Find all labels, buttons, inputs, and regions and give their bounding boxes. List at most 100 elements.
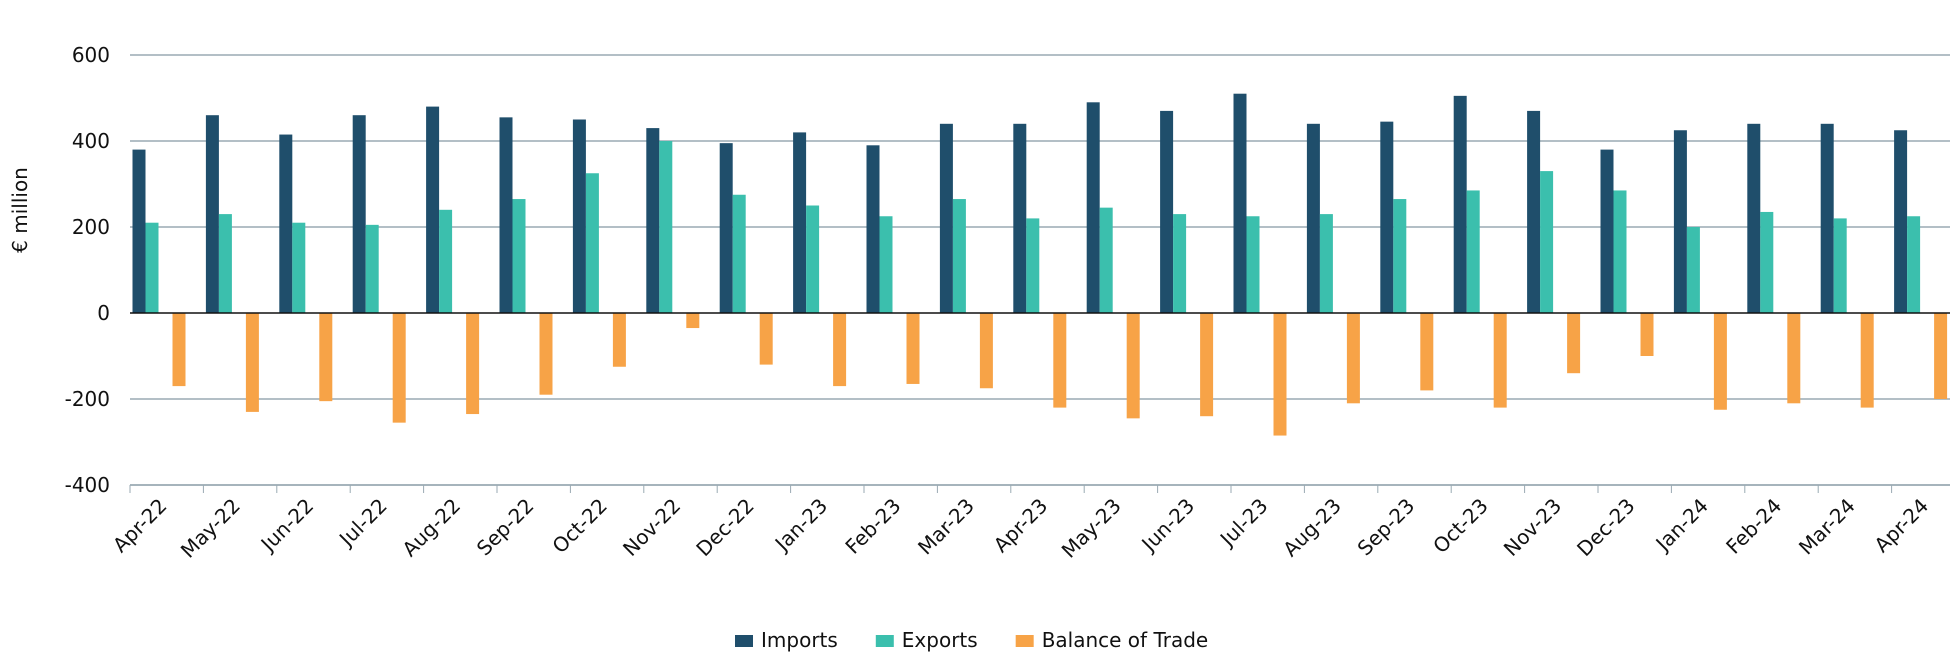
legend: Imports Exports Balance of Trade: [735, 628, 1208, 652]
bar-balance-of-trade: [245, 313, 259, 412]
bar-exports: [1613, 190, 1627, 313]
bar-exports: [1540, 171, 1554, 313]
x-tick-label: Sep-23: [1353, 494, 1420, 561]
legend-swatch: [1015, 635, 1034, 647]
bar-imports: [205, 115, 219, 313]
x-tick-label: Apr-22: [108, 494, 172, 558]
bar-exports: [1026, 218, 1040, 313]
x-tick-label: Aug-23: [1278, 494, 1346, 562]
bar-balance-of-trade: [833, 313, 847, 387]
bar-imports: [646, 128, 660, 313]
bar-balance-of-trade: [1787, 313, 1801, 404]
legend-swatch: [875, 635, 894, 647]
bar-imports: [352, 115, 366, 313]
x-tick-label: May-22: [176, 494, 245, 563]
x-tick-label: Jun-23: [1136, 494, 1200, 558]
bar-exports: [952, 199, 966, 313]
x-tick-label: Dec-23: [1572, 494, 1639, 561]
x-tick-label: Jan-24: [1650, 494, 1713, 557]
bar-balance-of-trade: [1640, 313, 1654, 356]
bar-balance-of-trade: [1346, 313, 1360, 404]
x-tick-label: Mar-23: [913, 494, 979, 560]
bar-balance-of-trade: [172, 313, 186, 387]
x-tick-label: Oct-22: [547, 494, 612, 559]
bar-exports: [1173, 214, 1187, 313]
x-tick-label: Oct-23: [1428, 494, 1493, 559]
bar-balance-of-trade: [612, 313, 626, 367]
y-tick-label: -200: [65, 387, 110, 411]
x-tick-label: Feb-23: [840, 494, 905, 559]
bar-balance-of-trade: [319, 313, 333, 402]
bar-imports: [1453, 95, 1467, 313]
bar-exports: [1319, 214, 1333, 313]
bar-balance-of-trade: [759, 313, 773, 365]
y-tick-label: 0: [97, 301, 110, 325]
bar-exports: [1466, 190, 1480, 313]
bar-exports: [806, 205, 820, 313]
bar-balance-of-trade: [1420, 313, 1434, 391]
x-tick-label: Nov-22: [618, 494, 685, 561]
bar-balance-of-trade: [1934, 313, 1948, 399]
bar-imports: [1673, 130, 1687, 313]
y-axis: 600 400 200 0 -200 -400: [65, 43, 110, 497]
legend-item: Exports: [875, 628, 978, 652]
bar-imports: [499, 117, 513, 313]
bar-imports: [1306, 123, 1320, 313]
bar-balance-of-trade: [466, 313, 480, 415]
bar-balance-of-trade: [1493, 313, 1507, 408]
bar-exports: [1907, 216, 1921, 313]
y-tick-label: 400: [72, 129, 110, 153]
bar-balance-of-trade: [1126, 313, 1140, 419]
x-tick-label: Jul-23: [1214, 494, 1273, 553]
bar-imports: [1820, 123, 1834, 313]
bar-imports: [793, 132, 807, 313]
bar-imports: [1380, 121, 1394, 314]
x-tick-label: Dec-22: [691, 494, 758, 561]
bar-exports: [292, 222, 306, 313]
bar-imports: [1600, 149, 1614, 313]
bar-balance-of-trade: [979, 313, 993, 389]
legend-label: Imports: [761, 628, 838, 652]
x-tick-label: May-23: [1057, 494, 1126, 563]
bar-exports: [1760, 211, 1774, 313]
bar-exports: [1099, 207, 1113, 313]
legend-label: Balance of Trade: [1042, 628, 1209, 652]
legend-item: Imports: [735, 628, 838, 652]
bars: [132, 93, 1948, 436]
bar-exports: [365, 224, 379, 313]
bar-exports: [512, 199, 526, 313]
bar-imports: [1747, 123, 1761, 313]
bar-balance-of-trade: [392, 313, 406, 423]
bar-exports: [585, 173, 599, 313]
y-tick-label: -400: [65, 473, 110, 497]
bar-imports: [132, 149, 146, 313]
bar-imports: [1160, 110, 1174, 314]
x-tick-label: Jun-22: [255, 494, 319, 558]
bar-balance-of-trade: [1200, 313, 1214, 417]
x-axis: Apr-22 May-22 Jun-22 Jul-22 Aug-22 Sep-22 Oct-…: [108, 484, 1950, 563]
bar-imports: [939, 123, 953, 313]
bar-exports: [145, 222, 159, 313]
bar-imports: [572, 119, 586, 313]
bar-exports: [1833, 218, 1847, 313]
bar-balance-of-trade: [539, 313, 553, 395]
y-axis-label: € million: [8, 167, 32, 253]
x-tick-label: Sep-22: [472, 494, 539, 561]
bar-balance-of-trade: [1860, 313, 1874, 408]
bar-exports: [1393, 199, 1407, 313]
x-tick-label: Apr-24: [1869, 494, 1933, 558]
bar-imports: [1233, 93, 1247, 313]
bar-imports: [866, 145, 880, 313]
x-tick-label: Mar-24: [1794, 494, 1860, 560]
bar-imports: [1527, 110, 1541, 314]
bar-balance-of-trade: [686, 313, 700, 329]
bar-balance-of-trade: [1713, 313, 1727, 410]
bar-exports: [1246, 216, 1260, 313]
bar-imports: [279, 134, 293, 313]
bar-balance-of-trade: [1273, 313, 1287, 436]
bar-imports: [719, 143, 733, 313]
x-tick-label: Aug-22: [397, 494, 465, 562]
legend-item: Balance of Trade: [1015, 628, 1209, 652]
x-tick-label: Jul-22: [333, 494, 392, 553]
